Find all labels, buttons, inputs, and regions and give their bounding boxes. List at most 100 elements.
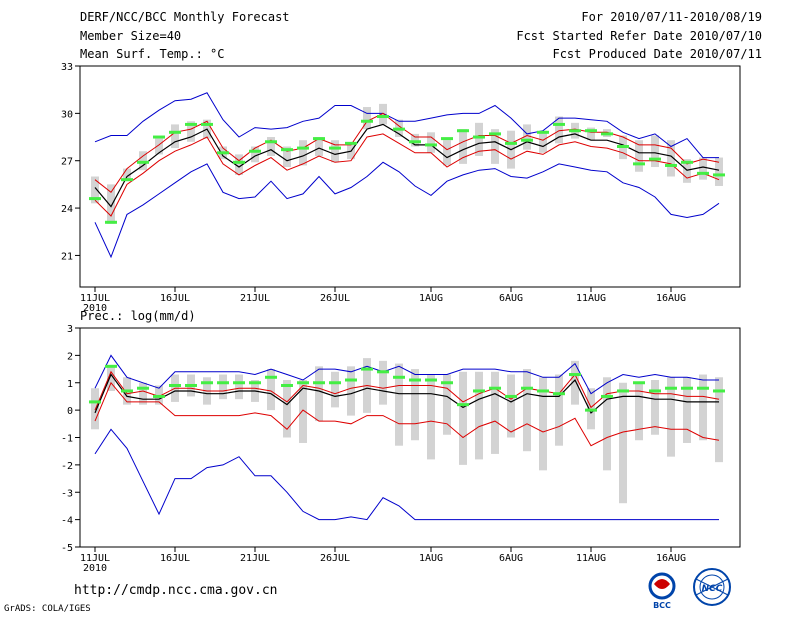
- spread-box: [299, 140, 307, 166]
- median-marker: [185, 383, 197, 387]
- median-marker: [665, 163, 677, 167]
- forecast-produced-label: Fcst Produced Date 2010/07/11: [552, 47, 762, 61]
- median-marker: [297, 146, 309, 150]
- y-tick-label: -2: [61, 461, 73, 472]
- spread-box: [411, 369, 419, 441]
- spread-box: [539, 130, 547, 153]
- y-tick-label: 3: [67, 324, 73, 335]
- spread-box: [107, 184, 115, 224]
- series-line-min: [94, 428, 719, 521]
- spread-box: [491, 129, 499, 164]
- median-marker: [537, 130, 549, 134]
- median-marker: [633, 381, 645, 385]
- median-marker: [201, 122, 213, 126]
- x-tick-label: 11JUL: [80, 293, 110, 304]
- spread-box: [267, 369, 275, 411]
- spread-box: [427, 374, 435, 460]
- median-marker: [345, 141, 357, 145]
- spread-box: [667, 140, 675, 177]
- median-marker: [281, 383, 293, 387]
- median-marker: [153, 135, 165, 139]
- y-tick-label: -4: [61, 516, 73, 527]
- series-line-minus-sd: [94, 133, 720, 217]
- x-tick-label: 16AUG: [656, 553, 686, 564]
- spread-box: [347, 366, 355, 416]
- x-tick-label: 16JUL: [160, 553, 190, 564]
- y-tick-label: 0: [67, 406, 73, 417]
- median-marker: [601, 132, 613, 136]
- spread-box: [283, 380, 291, 438]
- spread-box: [571, 360, 579, 405]
- grads-credit: GrADS: COLA/IGES: [4, 604, 91, 614]
- spread-box: [219, 374, 227, 400]
- median-marker: [201, 381, 213, 385]
- spread-box: [539, 377, 547, 471]
- median-marker: [521, 138, 533, 142]
- median-marker: [665, 386, 677, 390]
- median-marker: [361, 119, 373, 123]
- y-tick-label: 21: [61, 251, 73, 262]
- median-marker: [713, 173, 725, 177]
- median-marker: [649, 157, 661, 161]
- series-line-max: [94, 92, 719, 159]
- x-tick-label: 21JUL: [240, 553, 270, 564]
- precip-panel-title: Prec.: log(mm/d): [80, 309, 196, 323]
- median-marker: [617, 389, 629, 393]
- x-tick-label: 26JUL: [320, 293, 350, 304]
- spread-box: [235, 374, 243, 400]
- spread-box: [187, 121, 195, 142]
- forecast-started-label: Fcst Started Refer Date 2010/07/10: [516, 29, 762, 43]
- median-marker: [553, 122, 565, 126]
- spread-box: [507, 374, 515, 438]
- x-tick-label: 11JUL: [80, 553, 110, 564]
- median-marker: [409, 378, 421, 382]
- x-tick-year-label: 2010: [83, 303, 107, 314]
- spread-box: [667, 377, 675, 457]
- median-marker: [409, 140, 421, 144]
- x-tick-label: 1AUG: [419, 293, 443, 304]
- median-marker: [585, 408, 597, 412]
- median-marker: [313, 381, 325, 385]
- forecast-period-label: For 2010/07/11-2010/08/19: [581, 10, 762, 24]
- spread-box: [139, 382, 147, 405]
- y-tick-label: -1: [61, 434, 73, 445]
- median-marker: [313, 137, 325, 141]
- median-marker: [457, 129, 469, 133]
- median-marker: [89, 400, 101, 404]
- spread-box: [635, 140, 643, 172]
- spread-box: [91, 176, 99, 204]
- y-tick-label: 2: [67, 351, 73, 362]
- spread-box: [699, 374, 707, 441]
- median-marker: [441, 381, 453, 385]
- median-marker: [505, 394, 517, 398]
- spread-box: [315, 366, 323, 422]
- bcc-logo-text: BCC: [653, 601, 671, 610]
- x-tick-label: 1AUG: [419, 553, 443, 564]
- spread-box: [635, 382, 643, 441]
- spread-box: [523, 124, 531, 150]
- median-marker: [89, 197, 101, 201]
- median-marker: [393, 375, 405, 379]
- x-tick-label: 26JUL: [320, 553, 350, 564]
- spread-box: [107, 366, 115, 391]
- spread-box: [331, 371, 339, 408]
- spread-box: [283, 146, 291, 168]
- median-marker: [473, 389, 485, 393]
- plot-frame: [79, 65, 741, 288]
- spread-box: [651, 135, 659, 168]
- median-marker: [233, 381, 245, 385]
- spread-box: [459, 371, 467, 465]
- x-tick-label: 16AUG: [656, 293, 686, 304]
- median-marker: [105, 220, 117, 224]
- median-marker: [265, 375, 277, 379]
- spread-box: [443, 374, 451, 435]
- median-marker: [153, 394, 165, 398]
- median-marker: [601, 394, 613, 398]
- spread-box: [491, 371, 499, 454]
- ncc-logo-text: NCC: [702, 584, 723, 594]
- series-line-min: [94, 161, 720, 259]
- bcc-logo: BCC: [648, 572, 676, 610]
- x-tick-label: 16JUL: [160, 293, 190, 304]
- spread-box: [475, 122, 483, 156]
